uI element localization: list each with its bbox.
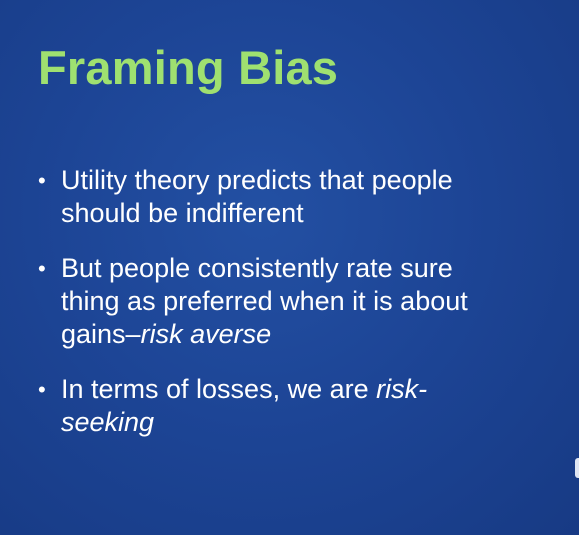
emphasis-risk: risk- [376,374,428,404]
bullet-text-line: Utility theory predicts that people [61,165,453,195]
bullet-text-line: In terms of losses, we are [61,374,377,404]
bullet-text-line: thing as preferred when it is about [61,286,468,316]
scroll-edge-indicator [575,458,579,478]
bullet-text-line: gains– [61,319,141,349]
bullet-item-losses: • In terms of losses, we are risk- seeki… [36,373,556,439]
bullet-item-utility-theory: • Utility theory predicts that people sh… [36,164,556,230]
emphasis-risk-averse: risk averse [140,319,272,349]
slide-title: Framing Bias [38,41,339,94]
bullet-text-line: But people consistently rate sure [61,253,453,283]
bullet-text-line: should be indifferent [61,198,304,228]
bullet-item-sure-thing: • But people consistently rate sure thin… [36,252,556,351]
bullet-marker: • [38,377,46,402]
bullet-list: • Utility theory predicts that people sh… [36,164,556,461]
bullet-marker: • [38,168,46,193]
bullet-marker: • [38,256,46,281]
emphasis-seeking: seeking [61,407,155,437]
